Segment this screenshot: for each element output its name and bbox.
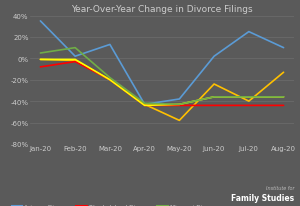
- Title: Year-Over-Year Change in Divorce Filings: Year-Over-Year Change in Divorce Filings: [71, 5, 253, 14]
- Text: Institute for: Institute for: [266, 186, 294, 191]
- Text: Family Studies: Family Studies: [231, 193, 294, 202]
- Legend: Arizona Divorces, Florida Divorces, Rhode Island Divorces, Oregon Divorces, Miss: Arizona Divorces, Florida Divorces, Rhod…: [12, 204, 221, 206]
